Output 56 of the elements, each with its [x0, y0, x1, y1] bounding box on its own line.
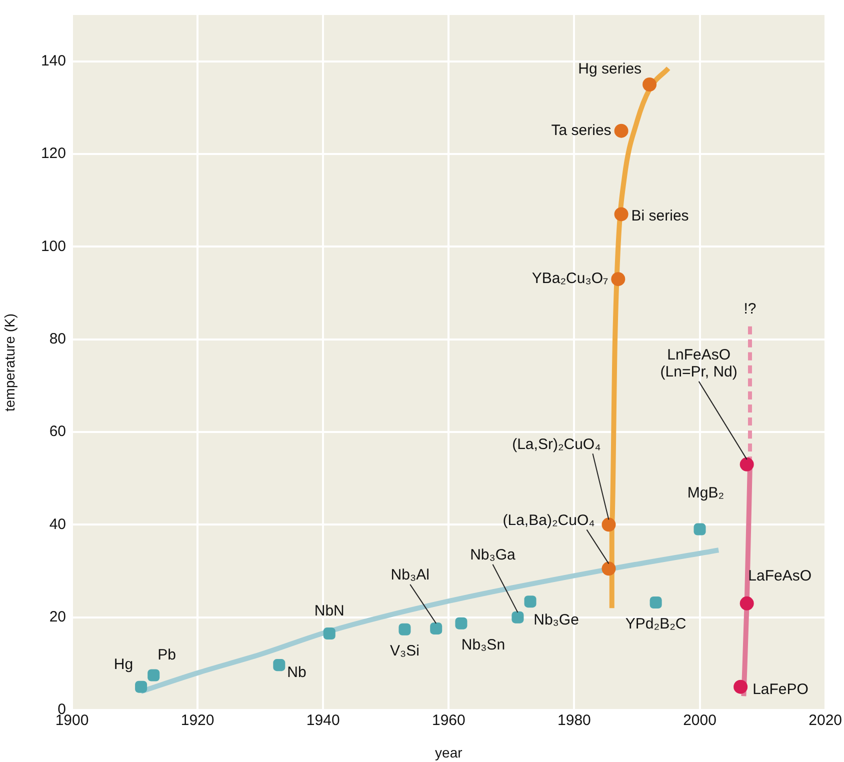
- point: [650, 596, 662, 609]
- y-tick-label: 100: [40, 238, 66, 255]
- point: [512, 611, 524, 624]
- annotation: Hg series: [578, 60, 642, 78]
- annotation: !?: [744, 300, 756, 318]
- y-tick-label: 140: [40, 52, 66, 70]
- annotation: YPd₂B₂C: [625, 616, 686, 633]
- point: [611, 272, 626, 286]
- point: [614, 124, 628, 138]
- x-tick-label: 1980: [558, 712, 591, 730]
- annotation: YBa₂Cu₃O₇: [532, 270, 608, 288]
- point: [694, 523, 706, 536]
- annotation: Nb₃Ga: [470, 546, 516, 564]
- annotation: Nb: [287, 664, 306, 682]
- y-tick-label: 40: [49, 516, 66, 533]
- point: [135, 680, 148, 693]
- y-tick-label: 80: [49, 330, 66, 348]
- x-tick-label: 1920: [180, 712, 214, 730]
- point: [614, 207, 628, 222]
- annotation: Ta series: [551, 122, 612, 139]
- annotation: Hg: [114, 656, 134, 673]
- point: [740, 457, 754, 472]
- point: [642, 78, 657, 92]
- point: [148, 669, 160, 682]
- point: [734, 680, 748, 694]
- annotation: Pb: [158, 646, 176, 664]
- annotation: LaFeAsO: [748, 568, 812, 585]
- point: [273, 659, 286, 672]
- annotation: LaFePO: [752, 680, 808, 698]
- y-tick-label: 120: [40, 145, 66, 162]
- x-tick-label: 2000: [683, 712, 716, 730]
- x-axis-title: year: [435, 744, 463, 760]
- annotation: MgB₂: [687, 484, 724, 502]
- annotation: (La,Sr)₂CuO₄: [512, 436, 601, 453]
- point: [430, 622, 442, 634]
- annotation: Nb₃Ge: [534, 612, 579, 629]
- annotation: Nb₃Sn: [461, 636, 506, 654]
- y-tick-label: 20: [49, 608, 66, 626]
- point: [740, 596, 754, 610]
- x-tick-label: 2020: [808, 712, 842, 730]
- point: [602, 518, 616, 532]
- annotation: Bi series: [631, 207, 689, 224]
- annotation: Nb₃Al: [390, 566, 430, 584]
- x-tick-label: 1940: [306, 712, 340, 730]
- annotation: (La,Ba)₂CuO₄: [502, 512, 595, 529]
- annotation: V₃Si: [390, 642, 420, 660]
- y-axis-title: temperature (K): [1, 313, 18, 412]
- point: [602, 562, 616, 576]
- point: [323, 628, 336, 640]
- y-tick-label: 60: [49, 423, 66, 440]
- annotation: LnFeAsO (Ln=Pr, Nd): [660, 346, 738, 381]
- point: [524, 596, 536, 608]
- point: [398, 623, 411, 636]
- point: [455, 617, 468, 630]
- annotation: NbN: [314, 602, 344, 620]
- x-tick-label: 1960: [432, 712, 466, 730]
